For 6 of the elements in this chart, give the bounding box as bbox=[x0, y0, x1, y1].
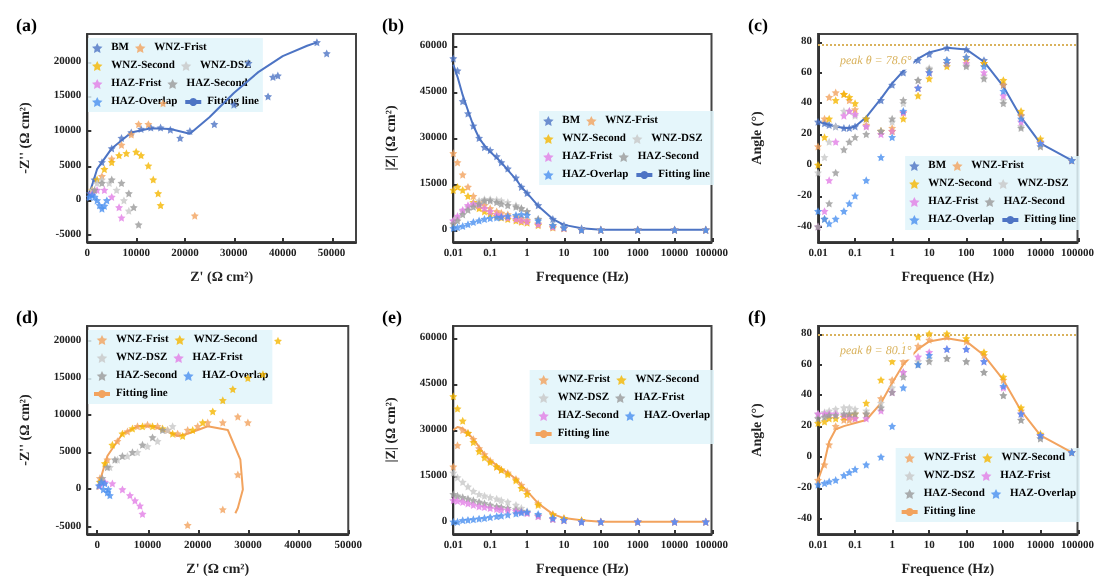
chart-title: (c) bbox=[748, 15, 768, 35]
chart-title: (e) bbox=[382, 307, 402, 327]
chart-title: (d) bbox=[16, 307, 38, 327]
chart-title: (b) bbox=[382, 15, 404, 35]
chart-title: (f) bbox=[748, 307, 766, 327]
chart-title: (a) bbox=[16, 15, 37, 35]
